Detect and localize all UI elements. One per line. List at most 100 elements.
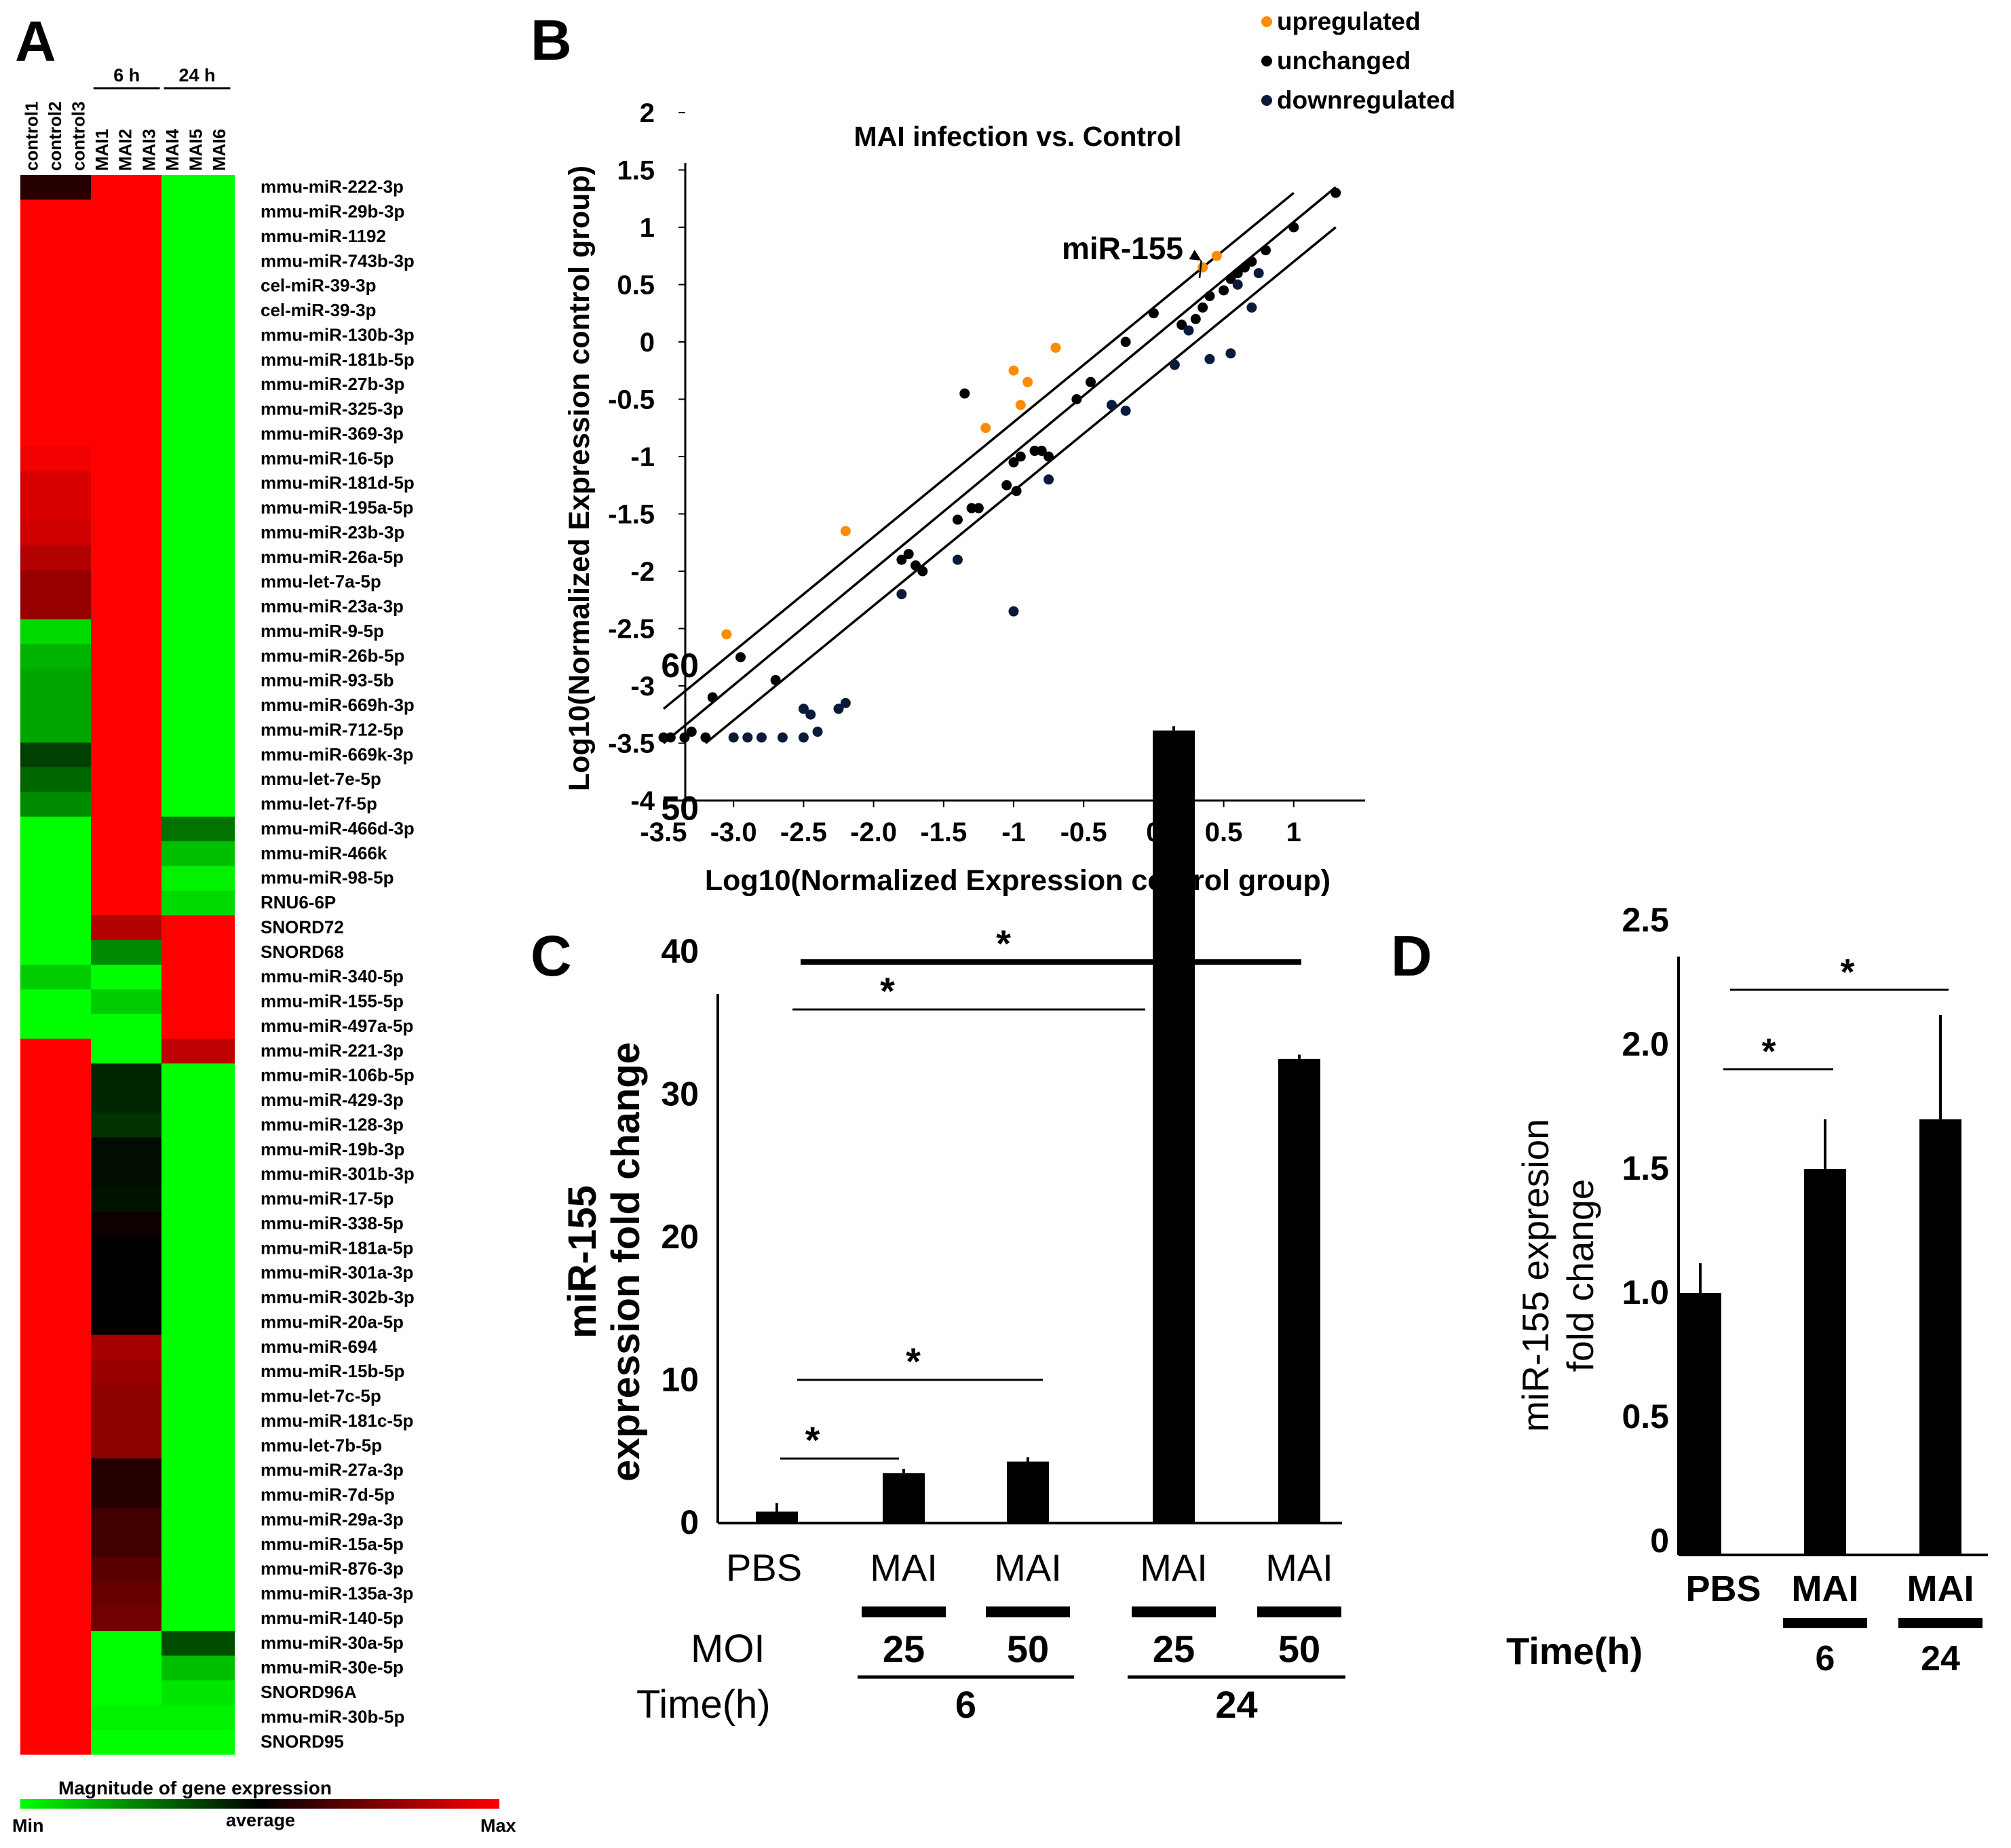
heatmap-cell [91, 1137, 161, 1163]
heatmap-cell [20, 1334, 91, 1360]
heatmap-cell [161, 1039, 235, 1064]
heatmap-cell [20, 249, 91, 275]
heatmap-cell [20, 1039, 91, 1064]
legend-marker [1261, 56, 1272, 66]
heatmap-cell [91, 372, 161, 398]
heatmap-row-label: SNORD72 [261, 917, 344, 937]
heatmap-cell [91, 989, 161, 1015]
heatmap-cell [91, 1087, 161, 1113]
y-tick-label: 40 [661, 932, 699, 970]
heatmap-cell [91, 965, 161, 990]
heatmap-cell [20, 1631, 91, 1657]
heatmap-cell [161, 1137, 235, 1163]
heatmap-row-label: mmu-miR-30e-5p [261, 1657, 404, 1678]
heatmap-cell [161, 199, 235, 225]
heatmap-cell [20, 347, 91, 373]
heatmap-cell [20, 1729, 91, 1755]
scatter-point-downregulated [1225, 348, 1236, 359]
heatmap-cell [91, 421, 161, 447]
heatmap-row-label: RNU6-6P [261, 892, 336, 912]
heatmap-row-label: mmu-miR-669h-3p [261, 695, 415, 715]
heatmap-cell [20, 1260, 91, 1286]
heatmap-cell [20, 841, 91, 867]
heatmap-cell [161, 1162, 235, 1187]
heatmap-row-label: mmu-miR-429-3p [261, 1090, 404, 1110]
scatter-point-downregulated [798, 732, 809, 743]
scatter-point-unchanged [1001, 480, 1012, 490]
heatmap-row-label: mmu-miR-98-5p [261, 868, 394, 888]
heatmap-cell [161, 1334, 235, 1360]
heatmap-cell [91, 520, 161, 546]
significance-star: * [880, 969, 895, 1012]
heatmap-cell [20, 1236, 91, 1262]
category-label: MAI [1792, 1568, 1859, 1609]
heatmap-cell [91, 1334, 161, 1360]
heatmap-cell [91, 446, 161, 472]
heatmap-row-label: mmu-miR-325-3p [261, 399, 404, 419]
scatter-point-unchanged [665, 732, 676, 743]
bar [756, 1512, 798, 1523]
heatmap-cell [20, 1458, 91, 1484]
heatmap-row-label: mmu-miR-9-5p [261, 621, 384, 641]
heatmap-cell [91, 1581, 161, 1607]
y-axis-label-line: miR-155 [560, 1185, 605, 1339]
heatmap-row-label: mmu-miR-694 [261, 1336, 377, 1357]
heatmap-row-label: mmu-miR-743b-3p [261, 250, 415, 271]
scatter-point-downregulated [1246, 302, 1257, 313]
y-axis-label: Log10(Normalized Expression control grou… [563, 166, 596, 791]
colorbar-title: Magnitude of gene expression [58, 1777, 332, 1798]
heatmap-cell [161, 890, 235, 916]
panel-label-d: D [1391, 924, 1432, 988]
scatter-point-unchanged [1261, 245, 1271, 256]
heatmap-cell [20, 421, 91, 447]
heatmap-cell [20, 199, 91, 225]
heatmap-row-label: SNORD68 [261, 942, 344, 962]
heatmap-row-label: mmu-miR-466d-3p [261, 818, 415, 839]
heatmap-row-label: mmu-miR-15a-5p [261, 1534, 404, 1554]
y-tick-label: 1.0 [1622, 1273, 1669, 1311]
heatmap-row-label: mmu-miR-301a-3p [261, 1263, 413, 1283]
scatter-point-downregulated [1008, 606, 1019, 617]
scatter-point-unchanged [911, 560, 921, 571]
heatmap-row-label: mmu-miR-20a-5p [261, 1311, 404, 1332]
scatter-point-unchanged [1015, 451, 1026, 462]
y-axis-label-line: expression fold change [604, 1042, 648, 1482]
heatmap-cell [161, 792, 235, 817]
y-axis-label: miR-155expression fold change [560, 1042, 648, 1482]
scatter-point-downregulated [1043, 474, 1054, 485]
heatmap-cell [91, 767, 161, 792]
heatmap-cell [20, 1507, 91, 1533]
heatmap-cell [20, 718, 91, 744]
bar [1679, 1293, 1721, 1555]
reference-line [704, 226, 1337, 744]
scatter-point-upregulated [1211, 250, 1222, 261]
heatmap-cell [91, 1680, 161, 1706]
heatmap-cell [161, 1507, 235, 1533]
heatmap-cell [20, 1211, 91, 1237]
heatmap-cell [20, 1581, 91, 1607]
heatmap-cell [20, 1162, 91, 1187]
heatmap-cell [20, 989, 91, 1015]
heatmap-row-label: mmu-miR-155-5p [261, 991, 404, 1012]
heatmap-row-label: mmu-miR-222-3p [261, 176, 404, 197]
category-label: MAI [1140, 1546, 1208, 1589]
heatmap-cell [161, 619, 235, 644]
heatmap-cell [161, 644, 235, 670]
heatmap-row-label: mmu-miR-181b-5p [261, 349, 415, 370]
heatmap-cell [20, 866, 91, 891]
y-tick-label: 50 [661, 790, 699, 828]
heatmap-cell [91, 1211, 161, 1237]
moi-value: 25 [883, 1628, 925, 1670]
heatmap-row-label: mmu-miR-29a-3p [261, 1509, 404, 1529]
heatmap-cell [161, 1606, 235, 1632]
x-tick-label: -3.0 [710, 817, 757, 847]
heatmap-cell [20, 1113, 91, 1138]
heatmap-cell [20, 890, 91, 916]
heatmap-cell [161, 841, 235, 867]
heatmap-row-label: cel-miR-39-3p [261, 275, 377, 296]
scatter-point-upregulated [721, 629, 732, 640]
heatmap-cell [20, 446, 91, 472]
heatmap-row-label: mmu-miR-27b-3p [261, 374, 404, 394]
heatmap-cell [161, 965, 235, 990]
scatter-point-unchanged [952, 514, 963, 525]
